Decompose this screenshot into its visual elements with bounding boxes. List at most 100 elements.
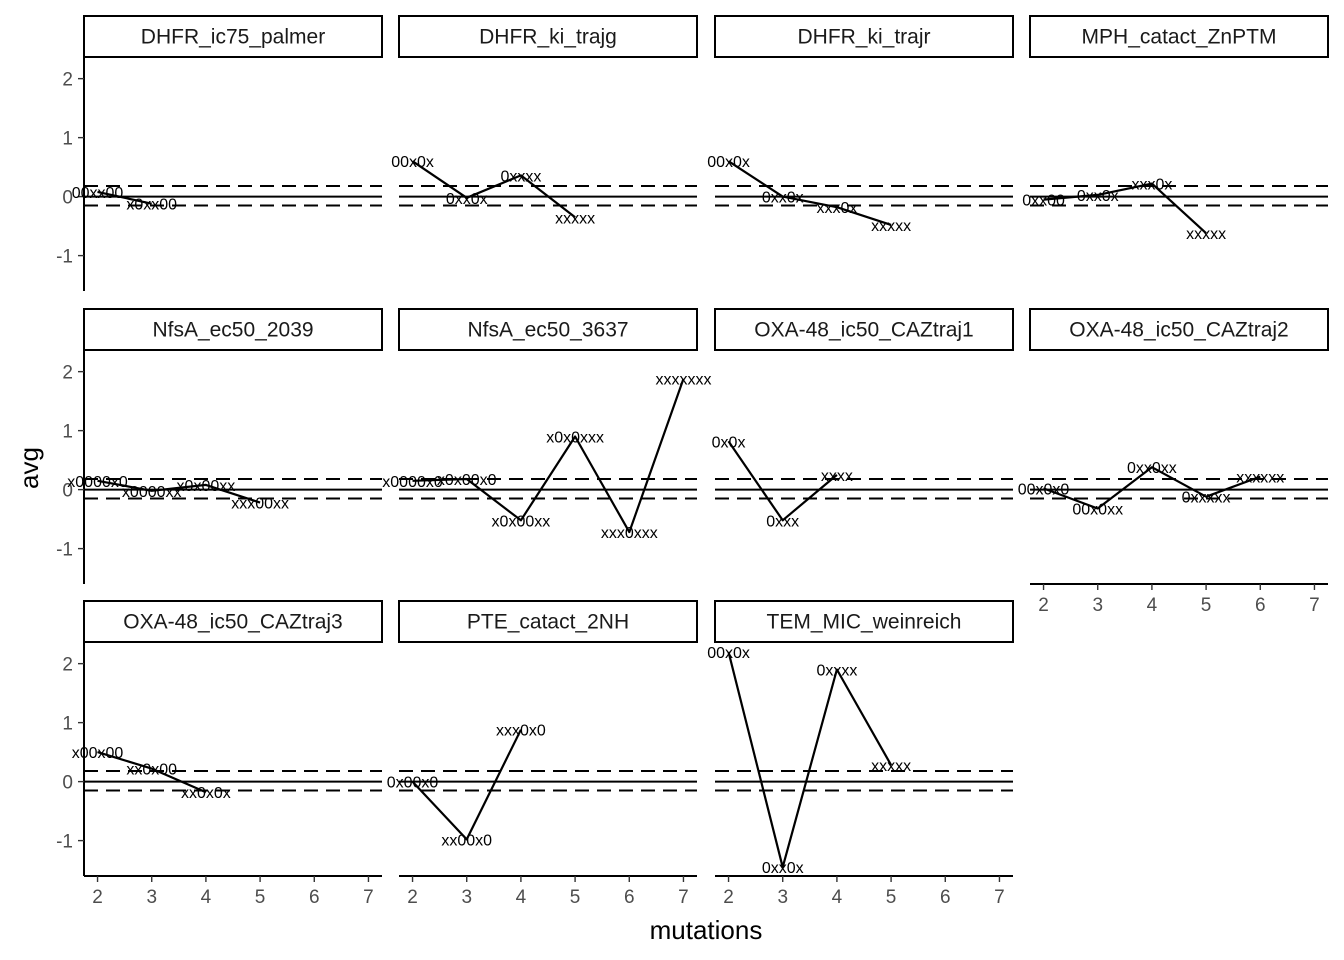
point-label: x0000xx xyxy=(122,484,182,501)
facet-title: NfsA_ec50_2039 xyxy=(152,319,313,342)
point-label: x00x00 xyxy=(72,745,124,762)
point-label: x0000x0 xyxy=(67,474,128,491)
point-label: xxxx xyxy=(821,468,853,485)
point-label: x0x00x0 xyxy=(437,472,497,489)
facet-strip xyxy=(398,308,698,351)
x-tick-label: 4 xyxy=(516,887,527,908)
point-label: 0xx00 xyxy=(1022,193,1065,210)
y-tick-label: 2 xyxy=(62,655,73,676)
x-tick-label: 5 xyxy=(255,887,266,908)
point-label: 00x0x xyxy=(707,645,750,662)
facet-title: MPH_catact_ZnPTM xyxy=(1082,26,1277,49)
x-tick-label: 2 xyxy=(1038,595,1049,616)
facet-title: PTE_catact_2NH xyxy=(467,611,629,634)
x-tick-label: 5 xyxy=(1201,595,1212,616)
facet-strip xyxy=(398,15,698,58)
x-tick-label: 6 xyxy=(624,887,635,908)
x-tick-label: 3 xyxy=(777,887,788,908)
x-tick-label: 6 xyxy=(1255,595,1266,616)
facet-strip xyxy=(714,600,1014,643)
y-tick-label: 1 xyxy=(62,129,73,150)
x-tick-label: 4 xyxy=(832,887,843,908)
point-label: xxxxx xyxy=(871,758,911,775)
y-tick-label: -1 xyxy=(56,540,73,561)
point-label: xxx0xxx xyxy=(601,525,658,542)
x-tick-label: 6 xyxy=(309,887,320,908)
series-line xyxy=(97,479,261,504)
facet-title: OXA-48_ic50_CAZtraj3 xyxy=(123,611,342,634)
point-label: x0x0xxx xyxy=(546,430,604,447)
y-tick-label: -1 xyxy=(56,247,73,268)
point-label: xxx0x xyxy=(1131,177,1172,194)
series-line xyxy=(411,729,522,841)
facet-strip xyxy=(83,600,383,643)
point-label: xxxxx xyxy=(555,210,595,227)
x-tick-label: 2 xyxy=(723,887,734,908)
point-label: x0x00xx xyxy=(177,478,236,495)
point-label: 00x0xx xyxy=(1072,501,1123,518)
facet-panel-4: NfsA_ec50_2039 -1 0 1 2 x0000x0x0000xxx0x00xx… xyxy=(56,308,383,584)
point-label: 0xxxx xyxy=(816,663,857,680)
y-tick-label: 2 xyxy=(62,363,73,384)
series-line xyxy=(1043,466,1261,510)
facet-panel-2: DHFR_ki_trajr 00x0x 0xx0x xxx0x xxxxx xyxy=(707,15,1014,235)
x-tick-label: 5 xyxy=(570,887,581,908)
facet-panel-9: PTE_catact_2NH 2 3 4 5 6 7 0x00x0 xx00x0 xxx0x0 xyxy=(387,600,698,908)
point-label: xxxxxxx xyxy=(655,372,711,389)
facet-strip xyxy=(1029,308,1329,351)
x-tick-label: 6 xyxy=(940,887,951,908)
x-tick-label: 7 xyxy=(1309,595,1320,616)
point-label: 0xx0x xyxy=(762,190,804,207)
series-line xyxy=(727,440,838,522)
y-tick-label: 0 xyxy=(62,773,73,794)
point-label: 0x00x0 xyxy=(387,775,439,792)
series-line xyxy=(411,160,576,219)
x-tick-label: 4 xyxy=(1147,595,1158,616)
point-label: 00x0x xyxy=(391,154,434,171)
y-tick-label: 2 xyxy=(62,70,73,91)
x-tick-label: 7 xyxy=(363,887,374,908)
x-tick-label: 5 xyxy=(886,887,897,908)
x-tick-label: 7 xyxy=(994,887,1005,908)
y-tick-label: 1 xyxy=(62,714,73,735)
point-label: xx00x0 xyxy=(441,832,492,849)
point-label: 0xx0xx xyxy=(1127,460,1177,477)
series-line xyxy=(412,378,685,534)
y-tick-label: -1 xyxy=(56,832,73,853)
x-tick-label: 4 xyxy=(201,887,212,908)
facet-strip xyxy=(83,308,383,351)
facet-panel-3: MPH_catact_ZnPTM 0xx00 0xx0x xxx0x xxxxx xyxy=(1022,15,1329,243)
series-line xyxy=(727,160,892,226)
facet-title: DHFR_ki_trajg xyxy=(479,26,617,49)
y-tick-label: 0 xyxy=(62,188,73,209)
facet-panel-10: TEM_MIC_weinreich 2 3 4 5 6 7 00x0x 0xx0x 0xxxx xx… xyxy=(707,600,1014,908)
facet-strip xyxy=(714,15,1014,58)
x-tick-label: 3 xyxy=(146,887,157,908)
series-line xyxy=(97,190,152,205)
y-tick-label: 0 xyxy=(62,481,73,502)
point-label: 00x0x xyxy=(707,154,750,171)
x-axis-title: mutations xyxy=(650,915,763,945)
point-label: xxx0x0 xyxy=(496,723,546,740)
facet-panels: DHFR_ic75_palmer-101200xx00x0xx00DHFR_ki… xyxy=(56,15,1329,908)
facet-title: OXA-48_ic50_CAZtraj2 xyxy=(1069,319,1288,342)
facet-panel-1: DHFR_ki_trajg 00x0x 0xx0x 0xxxx xxxxx xyxy=(391,15,698,227)
point-label: x0xx00 xyxy=(126,197,177,214)
point-label: xx0x0x xyxy=(181,785,231,802)
facet-strip xyxy=(398,600,698,643)
series-line xyxy=(1043,182,1207,235)
point-label: 0xx0x xyxy=(1077,188,1119,205)
y-axis-title: avg xyxy=(14,447,44,489)
point-label: x0000x0 xyxy=(382,474,443,491)
x-tick-label: 7 xyxy=(678,887,689,908)
x-tick-label: 3 xyxy=(461,887,472,908)
point-label: xxx0x xyxy=(816,200,857,217)
point-label: 00x0x0 xyxy=(1018,481,1070,498)
point-label: xxxxx xyxy=(871,218,911,235)
point-label: 0xx0x xyxy=(762,860,804,877)
facet-strip xyxy=(83,15,383,58)
point-label: 0xxx xyxy=(766,513,799,530)
